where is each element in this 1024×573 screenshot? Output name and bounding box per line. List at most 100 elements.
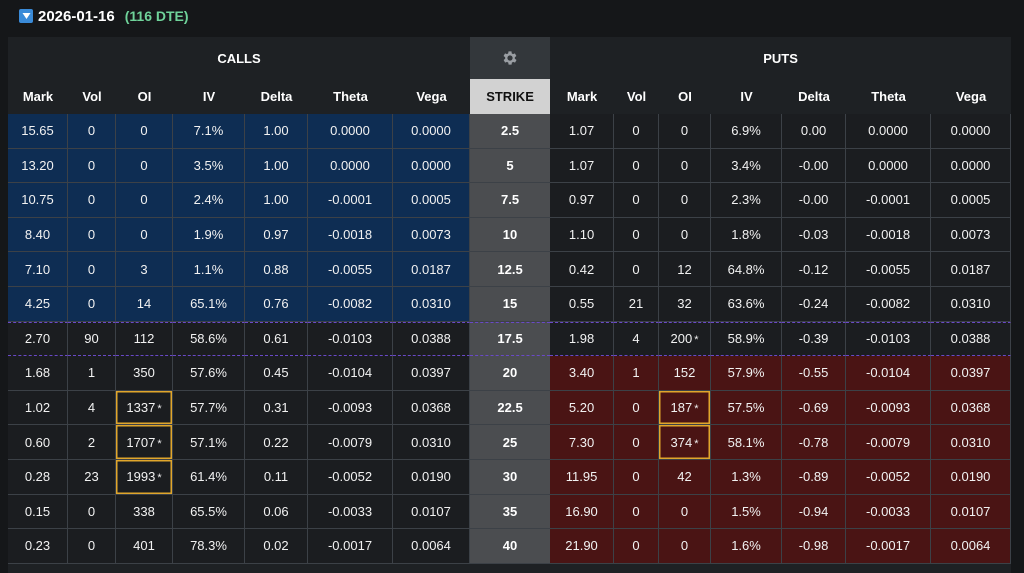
strike-cell[interactable]: 10: [470, 217, 551, 253]
call-oi-cell[interactable]: 0: [116, 148, 173, 184]
call-delta-cell[interactable]: 0.45: [245, 356, 308, 391]
call-oi-cell[interactable]: 1993 *: [116, 459, 173, 495]
put-vol-cell[interactable]: 1: [614, 356, 660, 391]
call-vol-cell[interactable]: 0: [68, 286, 116, 322]
put-vol-cell[interactable]: 0: [614, 494, 660, 530]
call-iv-cell[interactable]: 1.9%: [173, 217, 245, 253]
chain-row[interactable]: 8.40 0 0 1.9% 0.97 -0.0018 0.0073 10 1.10 0 0 1.8% -…: [8, 217, 1012, 253]
call-vol-cell[interactable]: 90: [68, 321, 116, 357]
put-theta-cell[interactable]: -0.0052: [846, 459, 932, 495]
call-iv-cell[interactable]: 65.1%: [173, 286, 245, 322]
put-delta-cell[interactable]: -0.69: [782, 390, 847, 426]
call-theta-cell[interactable]: -0.0033: [308, 494, 393, 530]
put-delta-cell[interactable]: -0.12: [782, 252, 847, 287]
put-theta-cell[interactable]: 0.0000: [846, 148, 932, 184]
put-theta-cell[interactable]: -0.0001: [846, 183, 932, 218]
call-iv-cell[interactable]: 65.5%: [173, 494, 245, 530]
call-vol-cell[interactable]: 0: [68, 494, 116, 530]
settings-button[interactable]: [470, 37, 551, 79]
strike-cell[interactable]: 22.5: [470, 390, 551, 426]
put-vega-cell[interactable]: 0.0190: [931, 459, 1012, 495]
put-mark-cell[interactable]: 5.20: [550, 390, 615, 426]
put-delta-cell[interactable]: -0.03: [782, 217, 847, 253]
put-mark-cell[interactable]: 16.90: [550, 494, 615, 530]
put-mark-cell[interactable]: 1.07: [550, 114, 615, 149]
call-vega-cell[interactable]: 0.0310: [393, 425, 471, 460]
call-vega-cell[interactable]: 0.0005: [393, 183, 471, 218]
put-theta-cell[interactable]: -0.0103: [846, 321, 932, 357]
put-oi-cell[interactable]: 32: [659, 286, 712, 322]
call-theta-cell[interactable]: -0.0055: [308, 252, 393, 287]
puts-col-delta[interactable]: Delta: [782, 79, 847, 114]
put-iv-cell[interactable]: 1.8%: [711, 217, 783, 253]
call-oi-cell[interactable]: 350: [116, 356, 173, 391]
call-theta-cell[interactable]: -0.0017: [308, 529, 393, 564]
strike-cell[interactable]: 12.5: [470, 252, 551, 287]
call-iv-cell[interactable]: 78.3%: [173, 529, 245, 564]
call-delta-cell[interactable]: 0.11: [245, 459, 308, 495]
put-vol-cell[interactable]: 0: [614, 183, 660, 218]
call-vol-cell[interactable]: 2: [68, 425, 116, 460]
put-oi-cell[interactable]: 42: [659, 459, 712, 495]
strike-cell[interactable]: 5: [470, 148, 551, 184]
puts-col-iv[interactable]: IV: [711, 79, 783, 114]
put-mark-cell[interactable]: 0.97: [550, 183, 615, 218]
call-oi-cell[interactable]: 1337 *: [116, 390, 173, 426]
call-delta-cell[interactable]: 1.00: [245, 183, 308, 218]
calls-col-mark[interactable]: Mark: [8, 79, 68, 114]
calls-col-vol[interactable]: Vol: [68, 79, 116, 114]
call-mark-cell[interactable]: 8.40: [8, 217, 68, 253]
call-vol-cell[interactable]: 0: [68, 217, 116, 253]
call-iv-cell[interactable]: 57.6%: [173, 356, 245, 391]
put-iv-cell[interactable]: 6.9%: [711, 114, 783, 149]
put-delta-cell[interactable]: -0.39: [782, 321, 847, 357]
chain-row[interactable]: 0.60 2 1707 * 57.1% 0.22 -0.0079 0.0310 25 7.30 0 3…: [8, 425, 1012, 460]
call-theta-cell[interactable]: -0.0103: [308, 321, 393, 357]
put-iv-cell[interactable]: 1.3%: [711, 459, 783, 495]
put-mark-cell[interactable]: 3.40: [550, 356, 615, 391]
strike-cell[interactable]: 40: [470, 529, 551, 564]
chain-row[interactable]: 0.15 0 338 65.5% 0.06 -0.0033 0.0107 35 16.90 0 0 1…: [8, 494, 1012, 530]
put-vega-cell[interactable]: 0.0107: [931, 494, 1012, 530]
put-oi-cell[interactable]: 200 *: [659, 321, 712, 357]
put-iv-cell[interactable]: 64.8%: [711, 252, 783, 287]
put-iv-cell[interactable]: 58.1%: [711, 425, 783, 460]
put-theta-cell[interactable]: -0.0018: [846, 217, 932, 253]
put-iv-cell[interactable]: 57.9%: [711, 356, 783, 391]
put-delta-cell[interactable]: -0.55: [782, 356, 847, 391]
put-theta-cell[interactable]: 0.0000: [846, 114, 932, 149]
put-mark-cell[interactable]: 7.30: [550, 425, 615, 460]
call-delta-cell[interactable]: 0.22: [245, 425, 308, 460]
chain-row[interactable]: 1.02 4 1337 * 57.7% 0.31 -0.0093 0.0368 22.5 5.20…: [8, 390, 1012, 426]
put-oi-cell[interactable]: 187 *: [659, 390, 712, 426]
call-theta-cell[interactable]: -0.0082: [308, 286, 393, 322]
put-mark-cell[interactable]: 0.55: [550, 286, 615, 322]
expiry-date[interactable]: 2026-01-16: [38, 7, 115, 25]
put-mark-cell[interactable]: 21.90: [550, 529, 615, 564]
put-vega-cell[interactable]: 0.0005: [931, 183, 1012, 218]
call-oi-cell[interactable]: 112: [116, 321, 173, 357]
chain-row[interactable]: 0.23 0 401 78.3% 0.02 -0.0017 0.0064 40 21.90 0 0 1…: [8, 529, 1012, 564]
call-delta-cell[interactable]: 0.61: [245, 321, 308, 357]
put-theta-cell[interactable]: -0.0104: [846, 356, 932, 391]
call-mark-cell[interactable]: 1.02: [8, 390, 68, 426]
put-vol-cell[interactable]: 0: [614, 148, 660, 184]
call-mark-cell[interactable]: 0.23: [8, 529, 68, 564]
put-iv-cell[interactable]: 2.3%: [711, 183, 783, 218]
call-theta-cell[interactable]: -0.0079: [308, 425, 393, 460]
put-mark-cell[interactable]: 11.95: [550, 459, 615, 495]
call-delta-cell[interactable]: 0.06: [245, 494, 308, 530]
call-delta-cell[interactable]: 1.00: [245, 148, 308, 184]
put-vol-cell[interactable]: 0: [614, 390, 660, 426]
chain-row[interactable]: 15.65 0 0 7.1% 1.00 0.0000 0.0000 2.5 1.07 0 0 6.9%…: [8, 114, 1012, 149]
put-delta-cell[interactable]: -0.89: [782, 459, 847, 495]
put-delta-cell[interactable]: -0.98: [782, 529, 847, 564]
call-delta-cell[interactable]: 1.00: [245, 114, 308, 149]
put-iv-cell[interactable]: 63.6%: [711, 286, 783, 322]
strike-cell[interactable]: 2.5: [470, 114, 551, 149]
call-vol-cell[interactable]: 0: [68, 148, 116, 184]
call-vol-cell[interactable]: 0: [68, 252, 116, 287]
call-iv-cell[interactable]: 3.5%: [173, 148, 245, 184]
chain-row[interactable]: 1.68 1 350 57.6% 0.45 -0.0104 0.0397 20 3.40 1 152…: [8, 356, 1012, 391]
call-theta-cell[interactable]: -0.0001: [308, 183, 393, 218]
